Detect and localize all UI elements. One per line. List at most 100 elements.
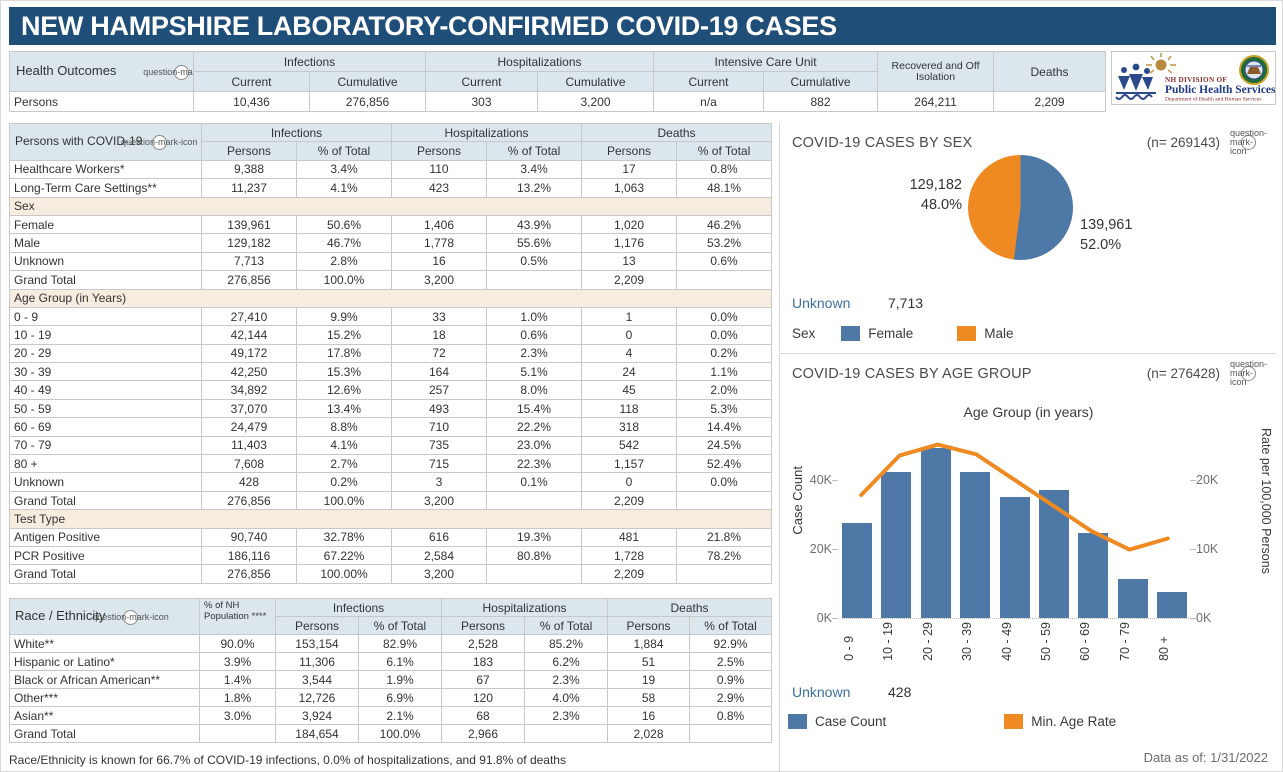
table-row: 30 - 39 42,250 15.3% 164 5.1% 24 1.1% xyxy=(9,362,773,382)
data-as-of-value: 1/31/2022 xyxy=(1210,750,1268,765)
row-cell: 80.8% xyxy=(485,545,583,566)
row-cell: 12,726 xyxy=(275,688,359,707)
row-cell: 6.9% xyxy=(358,688,442,707)
row-cell: 43.9% xyxy=(485,214,583,235)
legend-item-min-age-rate[interactable]: Min. Age Rate xyxy=(1004,714,1116,729)
table-row: Black or African American** 1.4% 3,544 1.9%… xyxy=(9,670,773,689)
row-cell: 13.4% xyxy=(296,398,392,419)
row-cell: 2.3% xyxy=(485,343,583,364)
legend-item-female[interactable]: Female xyxy=(841,326,913,341)
question-mark-icon[interactable]: question-mark-icon xyxy=(1229,128,1268,156)
row-cell xyxy=(676,490,773,511)
legend-item-case-count[interactable]: Case Count xyxy=(788,714,886,729)
row-cell: 6.1% xyxy=(358,652,442,671)
rt-sub-5: % of Total xyxy=(689,616,773,635)
table-row: Persons 10,436 276,856 303 3,200 n/a 882… xyxy=(9,91,1107,112)
row-cell xyxy=(485,490,583,511)
question-mark-icon[interactable]: question-mark-icon xyxy=(143,65,193,80)
row-cell: 16 xyxy=(607,706,691,725)
bar-0-9[interactable] xyxy=(842,523,872,618)
row-cell: 110 xyxy=(391,159,487,180)
row-label: 70 - 79 xyxy=(9,435,202,456)
row-cell: 14.4% xyxy=(676,417,773,437)
question-mark-icon[interactable]: question-mark-icon xyxy=(121,134,198,150)
row-cell: 78.2% xyxy=(676,545,773,566)
table-row: 80 +7,608 2.7% 715 22.3% 1,157 52.4% xyxy=(9,454,773,474)
table-row: 50 - 59 37,070 13.4% 493 15.4% 118 5.3% xyxy=(9,398,773,419)
row-cell: 58 xyxy=(607,688,691,707)
bar-40-49[interactable] xyxy=(999,497,1030,618)
row-cell: 17.8% xyxy=(296,343,392,364)
table-row: White** 90.0% 153,154 82.9% 2,528 85.2% 1,884 9… xyxy=(9,634,773,653)
age-chart-xlabels: 0 - 9 10 - 19 20 - 29 30 - 39 40 - 49 50 - 59… xyxy=(842,622,1187,661)
row-cell: 13 xyxy=(581,251,678,272)
row-cell: 3,544 xyxy=(275,670,359,689)
row-cell: 2,528 xyxy=(441,634,525,653)
legend-swatch-male xyxy=(957,326,977,341)
bar-80[interactable] xyxy=(1157,591,1187,618)
row-cell: 50.6% xyxy=(296,214,392,235)
table-row: Antigen Positive 90,740 32.78% 616 19.3% 481 2… xyxy=(9,527,773,547)
min-age-rate-line xyxy=(859,442,1170,552)
row-label: Hispanic or Latino* xyxy=(9,652,200,671)
row-cell: 7,608 xyxy=(201,454,297,474)
table-row: Unknown 7,713 2.8% 16 0.5% 13 0.6% xyxy=(9,251,773,272)
bar-30-39[interactable] xyxy=(960,472,991,618)
row-cell: 0.9% xyxy=(689,670,773,689)
pt-sub-2: Persons xyxy=(391,141,487,161)
row-cell: 3.4% xyxy=(296,159,392,180)
table-row: Grand Total 276,856 100.00% 3,200 2,209 xyxy=(9,564,773,584)
row-label: 0 - 9 xyxy=(9,306,202,327)
data-as-of-label: Data as of: xyxy=(1143,750,1207,765)
row-label: White** xyxy=(9,634,200,653)
rt-sub-1: % of Total xyxy=(358,616,442,635)
health-outcomes-table: Health Outcomes question-mark-icon Infec… xyxy=(9,51,1107,112)
table-row: 0 - 9 27,410 9.9% 33 1.0% 1 0.0% xyxy=(9,306,773,327)
bar-20-29[interactable] xyxy=(920,448,951,618)
row-cell: 21.8% xyxy=(676,527,773,547)
row-label: Grand Total xyxy=(9,490,202,511)
age-bar-chart: Age Group (in years) Case Count Rate per… xyxy=(780,404,1277,661)
row-cell: 19 xyxy=(607,670,691,689)
health-outcomes-title-text: Health Outcomes xyxy=(16,63,117,78)
question-mark-icon[interactable]: question-mark-icon xyxy=(1229,359,1268,387)
table-row: Grand Total 276,856 100.0% 3,200 2,209 xyxy=(9,490,773,511)
svg-text:NH DIVISION OF: NH DIVISION OF xyxy=(1165,76,1227,84)
ho-group-infections: Infections xyxy=(193,51,426,72)
table-row: Grand Total 276,856 100.0% 3,200 2,209 xyxy=(9,270,773,290)
row-cell: 8.0% xyxy=(485,380,583,400)
row-cell: 22.3% xyxy=(485,454,583,474)
row-cell: 9.9% xyxy=(296,306,392,327)
pie-label-female-percent: 52.0% xyxy=(1080,237,1122,253)
row-cell: 4.0% xyxy=(523,688,609,707)
row-label: Male xyxy=(9,233,202,253)
svg-text:Public Health Services: Public Health Services xyxy=(1165,84,1275,96)
bar-60-69[interactable] xyxy=(1078,533,1109,618)
row-cell: 2.7% xyxy=(296,454,392,474)
question-mark-icon[interactable]: question-mark-icon xyxy=(92,609,169,625)
svg-text:Department of Health and Human: Department of Health and Human Services xyxy=(1165,96,1261,103)
sex-legend: Sex Female Male xyxy=(792,326,1058,341)
row-cell: 34,892 xyxy=(201,380,297,400)
legend-item-male[interactable]: Male xyxy=(957,326,1014,341)
row-pop-pct: 90.0% xyxy=(199,634,276,653)
rt-group-infections: Infections xyxy=(275,598,442,617)
row-cell: 100.0% xyxy=(296,270,392,290)
row-cell: 3,200 xyxy=(391,564,487,584)
y-tick-mark-left xyxy=(832,618,838,619)
row-cell: 72 xyxy=(391,343,487,364)
row-cell: 276,856 xyxy=(201,564,297,584)
row-cell: 2,028 xyxy=(607,724,691,743)
bar-70-79[interactable] xyxy=(1117,578,1148,618)
bar-10-19[interactable] xyxy=(881,472,912,618)
pie-slices[interactable] xyxy=(968,155,1073,260)
row-cell: 0.2% xyxy=(676,343,773,364)
row-cell: 15.3% xyxy=(296,362,392,382)
pie-label-female-value: 139,961 xyxy=(1080,217,1133,233)
legend-label-female: Female xyxy=(868,326,914,341)
row-cell: 82.9% xyxy=(358,634,442,653)
row-cell: 67.22% xyxy=(296,545,392,566)
persons-table-title-text: Persons with COVID-19 xyxy=(15,134,143,149)
row-cell: 542 xyxy=(581,435,678,456)
pt-sub-3: % of Total xyxy=(485,141,583,161)
